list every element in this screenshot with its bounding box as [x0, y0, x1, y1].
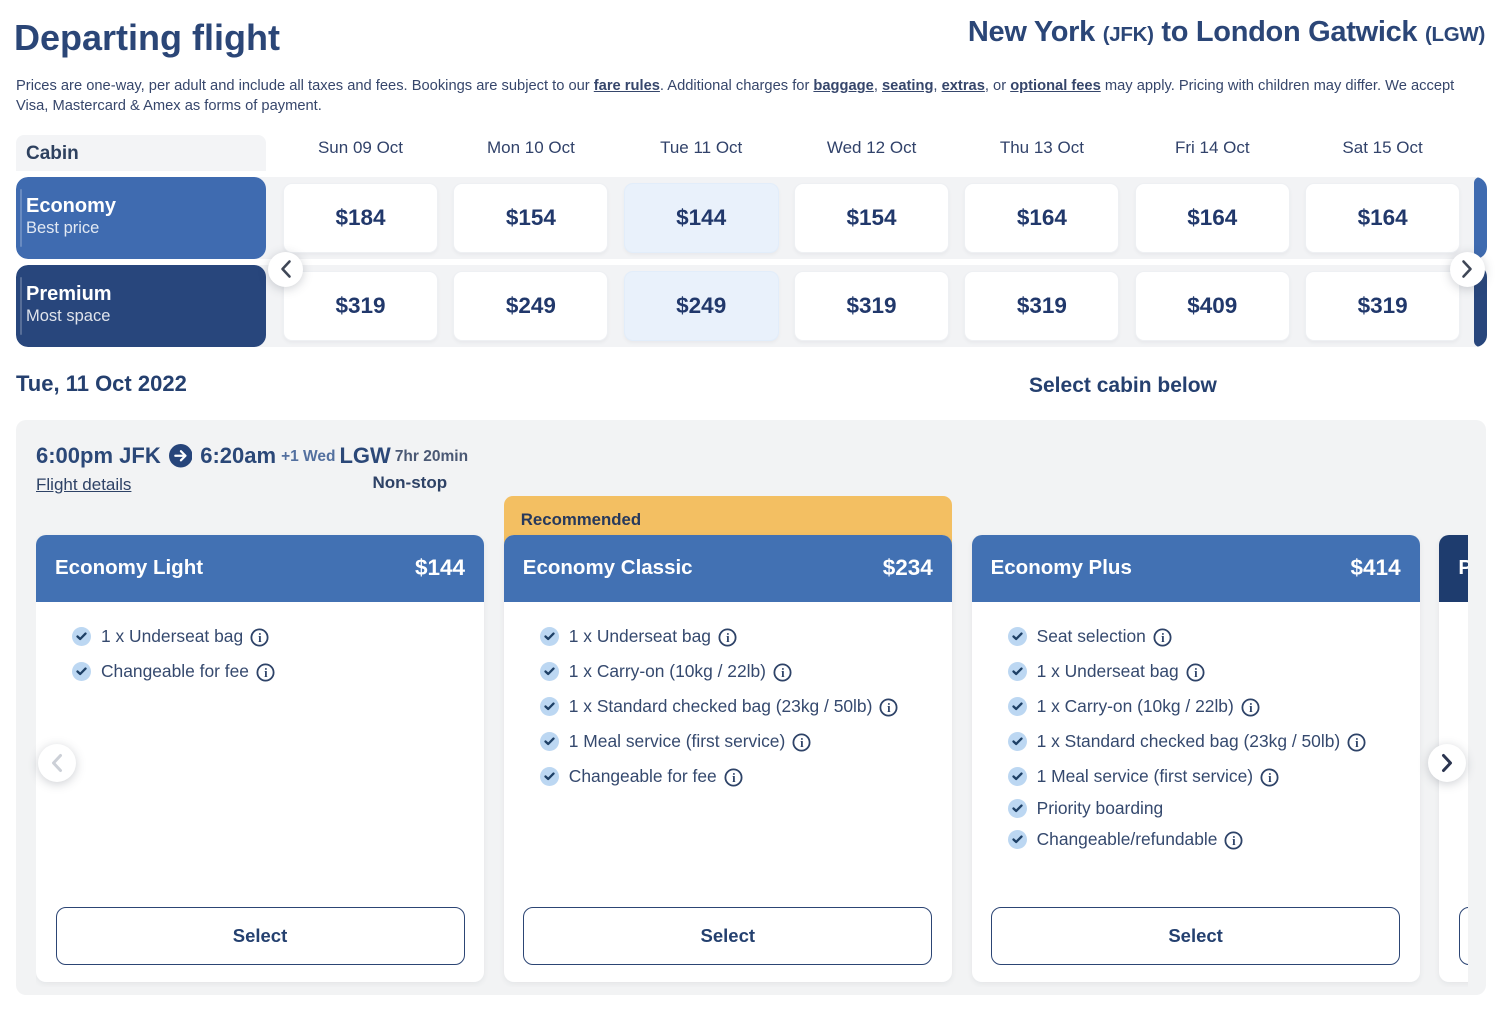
svg-text:i: i: [781, 666, 785, 680]
svg-text:i: i: [726, 631, 730, 645]
svg-text:i: i: [1194, 666, 1198, 680]
svg-text:i: i: [258, 631, 262, 645]
svg-text:i: i: [1355, 736, 1359, 750]
svg-text:i: i: [1233, 834, 1237, 848]
svg-text:i: i: [732, 771, 736, 785]
svg-text:i: i: [1249, 701, 1253, 715]
svg-text:i: i: [1268, 771, 1272, 785]
svg-text:i: i: [264, 666, 268, 680]
svg-text:i: i: [1161, 631, 1165, 645]
svg-text:i: i: [800, 736, 804, 750]
svg-text:i: i: [888, 701, 892, 715]
